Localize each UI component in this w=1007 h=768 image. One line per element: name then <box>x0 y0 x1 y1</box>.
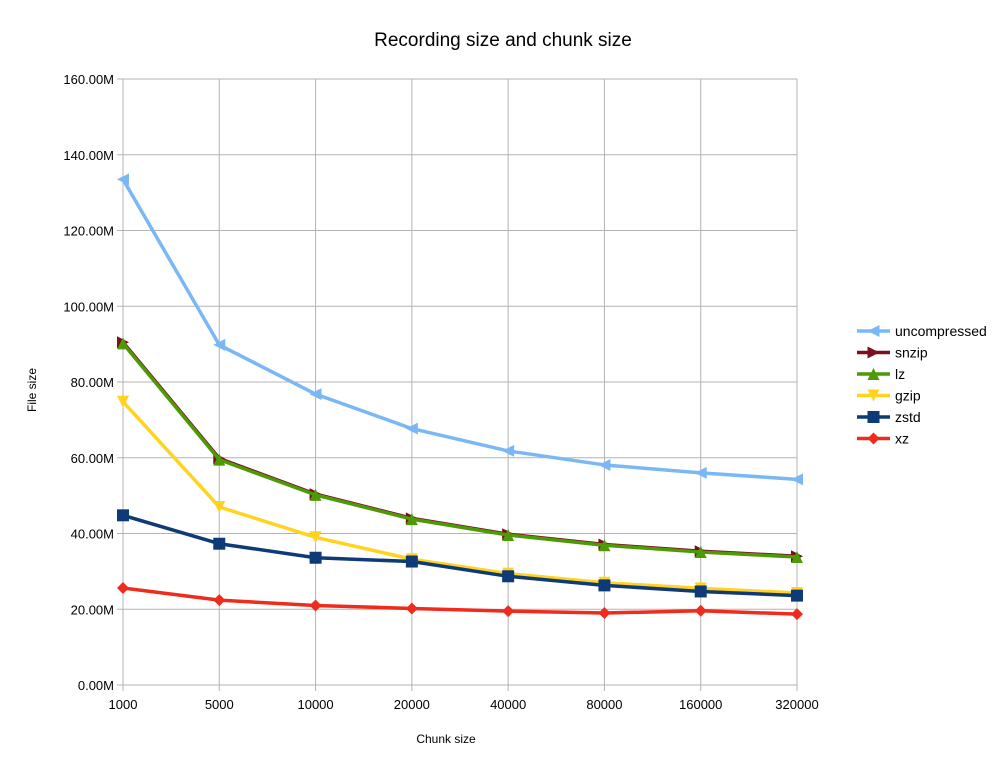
x-axis-title: Chunk size <box>416 732 476 746</box>
data-point <box>694 585 707 598</box>
x-tick-label: 10000 <box>297 697 333 712</box>
data-point <box>117 173 129 186</box>
data-point <box>213 338 226 351</box>
series-xz <box>117 582 803 621</box>
x-tick-label: 1000 <box>109 697 138 712</box>
y-tick-label: 0.00M <box>78 678 114 693</box>
data-point <box>309 551 322 564</box>
legend-item-uncompressed: uncompressed <box>857 323 987 339</box>
data-point <box>502 605 515 618</box>
x-tick-label: 160000 <box>679 697 722 712</box>
data-point <box>117 509 129 522</box>
data-point <box>694 604 707 617</box>
y-tick-label: 60.00M <box>71 451 114 466</box>
data-point <box>598 607 611 620</box>
data-point <box>598 579 611 592</box>
y-axis-title: File size <box>25 368 39 412</box>
data-point <box>502 570 515 583</box>
data-point <box>309 388 322 401</box>
data-point <box>213 500 226 513</box>
data-point <box>502 529 515 542</box>
y-tick-label: 160.00M <box>63 72 114 87</box>
data-point <box>502 444 515 457</box>
y-tick-label: 80.00M <box>71 375 114 390</box>
series-line <box>121 341 798 558</box>
data-point <box>694 466 707 479</box>
data-point <box>598 539 611 552</box>
data-point <box>213 453 226 466</box>
legend-item-gzip: gzip <box>857 388 921 404</box>
legend-item-zstd: zstd <box>857 409 921 425</box>
x-tick-label: 80000 <box>586 697 622 712</box>
series-zstd <box>117 509 803 602</box>
data-point <box>694 546 707 559</box>
legend-label: snzip <box>895 345 928 361</box>
legend-marker <box>867 432 880 445</box>
y-tick-label: 140.00M <box>63 148 114 163</box>
data-point <box>405 602 418 615</box>
series-line <box>121 400 798 595</box>
series-line <box>121 342 798 559</box>
y-tick-label: 120.00M <box>63 224 114 239</box>
data-point <box>309 488 322 501</box>
series-line <box>121 178 798 482</box>
gridlines <box>117 78 798 691</box>
data-point <box>791 473 803 486</box>
data-point <box>117 582 129 595</box>
data-point <box>791 608 803 621</box>
series-uncompressed <box>117 173 803 486</box>
legend-label: uncompressed <box>895 323 987 339</box>
data-point <box>598 458 611 471</box>
y-tick-label: 20.00M <box>71 602 114 617</box>
x-tick-label: 20000 <box>394 697 430 712</box>
legend-item-lz: lz <box>857 366 905 382</box>
data-point <box>213 537 226 550</box>
legend-label: lz <box>895 366 905 382</box>
y-tick-label: 100.00M <box>63 299 114 314</box>
y-tick-label: 40.00M <box>71 527 114 542</box>
data-point <box>213 594 226 607</box>
legend-marker <box>867 325 880 337</box>
data-point <box>117 395 129 408</box>
x-tick-label: 40000 <box>490 697 526 712</box>
legend-marker <box>867 368 880 380</box>
series-line <box>122 513 798 598</box>
series-lz <box>117 337 803 563</box>
series-line <box>122 586 798 616</box>
data-point <box>309 599 322 612</box>
chart-title: Recording size and chunk size <box>374 30 632 51</box>
legend-marker <box>867 411 880 423</box>
legend-label: xz <box>895 431 909 447</box>
legend-marker <box>867 346 880 359</box>
legend-marker <box>867 389 880 402</box>
data-point <box>405 555 418 568</box>
series-group <box>117 173 803 621</box>
legend-item-snzip: snzip <box>857 345 928 361</box>
data-point <box>117 337 129 350</box>
x-tick-label: 5000 <box>205 697 234 712</box>
axes: 0.00M 20.00M 40.00M 60.00M 80.00M 100.00M 120.… <box>63 72 818 712</box>
data-point <box>309 531 322 544</box>
legend-item-xz: xz <box>857 431 909 447</box>
data-point <box>791 550 803 563</box>
legend-label: zstd <box>895 409 921 425</box>
legend-label: gzip <box>895 388 921 404</box>
x-tick-label: 320000 <box>775 697 818 712</box>
data-point <box>405 422 418 435</box>
legend: uncompressed snzip lz gzip zstd xz <box>857 323 987 447</box>
data-point <box>791 589 803 602</box>
data-point <box>405 513 418 526</box>
